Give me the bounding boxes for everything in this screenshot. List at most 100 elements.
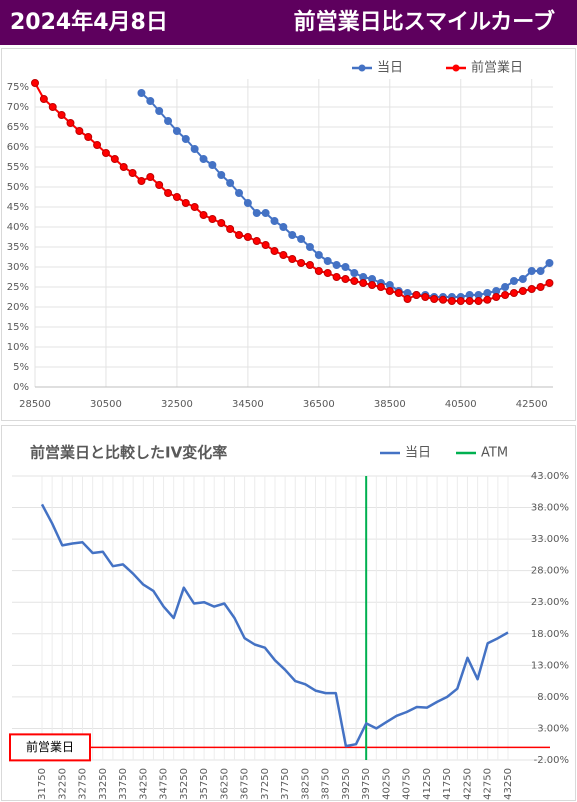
y-tick-label: 23.00% (531, 597, 569, 608)
point (172, 127, 181, 135)
x-tick-label: 42750 (483, 768, 494, 800)
point (190, 145, 199, 153)
y-tick-label: 70% (7, 102, 29, 113)
x-tick-label: 40500 (445, 399, 477, 410)
y-tick-label: 40% (7, 222, 29, 233)
y-tick-label: 75% (7, 82, 29, 93)
x-tick-label: 34500 (232, 399, 264, 410)
point (297, 259, 306, 267)
y-tick-label: 3.00% (537, 723, 569, 734)
point (545, 259, 554, 267)
x-tick-label: 39250 (341, 768, 352, 800)
point (456, 297, 465, 305)
x-tick-label: 32750 (78, 768, 89, 800)
point (208, 215, 217, 223)
header-title: 前営業日比スマイルカーブ (294, 9, 555, 35)
y-tick-label: 30% (7, 262, 29, 273)
point (48, 103, 57, 111)
point (359, 279, 368, 287)
point (536, 267, 545, 275)
x-tick-label: 37250 (260, 768, 271, 800)
y-tick-label: 10% (7, 342, 29, 353)
point (430, 295, 439, 303)
y-tick-label: 33.00% (531, 534, 569, 545)
point (66, 119, 75, 127)
y-tick-label: 50% (7, 182, 29, 193)
point (447, 297, 456, 305)
x-tick-label: 32500 (161, 399, 193, 410)
x-tick-label: 42500 (516, 399, 548, 410)
x-tick-label: 40250 (381, 768, 392, 800)
x-tick-label: 39750 (361, 768, 372, 800)
point (376, 283, 385, 291)
y-tick-label: 35% (7, 242, 29, 253)
point (199, 211, 208, 219)
x-tick-label: 34750 (159, 768, 170, 800)
x-tick-label: 38500 (374, 399, 406, 410)
point (199, 155, 208, 163)
point (155, 107, 164, 115)
point (545, 279, 554, 287)
point (31, 79, 39, 87)
y-tick-label: 0% (13, 382, 29, 393)
point (84, 133, 93, 141)
point (314, 251, 323, 259)
point (323, 257, 332, 265)
legend-marker (358, 64, 366, 72)
x-tick-label: 33250 (98, 768, 109, 800)
x-tick-label: 33750 (118, 768, 129, 800)
point (261, 241, 270, 249)
chart-title: 前営業日と比較したIV変化率 (30, 444, 227, 462)
x-tick-label: 41750 (442, 768, 453, 800)
y-tick-label: 28.00% (531, 566, 569, 577)
point (243, 199, 252, 207)
point (226, 225, 235, 233)
point (93, 141, 102, 149)
reference-label-box (9, 733, 91, 762)
x-tick-label: 40750 (402, 768, 413, 800)
legend-label: 当日 (405, 446, 431, 461)
point (305, 261, 314, 269)
point (270, 217, 279, 225)
point (368, 281, 377, 289)
point (483, 289, 492, 297)
y-tick-label: 55% (7, 162, 29, 173)
point (217, 171, 226, 179)
point (509, 289, 518, 297)
point (217, 219, 226, 227)
point (341, 275, 350, 283)
point (314, 267, 323, 275)
x-tick-label: 38250 (300, 768, 311, 800)
x-tick-label: 42250 (462, 768, 473, 800)
point (146, 97, 155, 105)
y-tick-label: 15% (7, 322, 29, 333)
point (501, 283, 510, 291)
point (518, 275, 527, 283)
y-tick-label: -2.00% (534, 755, 569, 766)
y-tick-label: 5% (13, 362, 29, 373)
point (235, 231, 244, 239)
point (403, 295, 412, 303)
point (394, 289, 403, 297)
point (527, 267, 536, 275)
point (243, 233, 252, 241)
point (119, 163, 128, 171)
x-tick-label: 31750 (37, 768, 48, 800)
point (235, 189, 244, 197)
y-tick-label: 65% (7, 122, 29, 133)
x-tick-label: 36750 (240, 768, 251, 800)
point (288, 231, 297, 239)
point (279, 223, 288, 231)
point (261, 209, 270, 217)
point (474, 297, 483, 305)
point (57, 111, 66, 119)
point (208, 161, 217, 169)
point (297, 235, 306, 243)
point (536, 283, 545, 291)
point (252, 209, 261, 217)
point (288, 255, 297, 263)
point (305, 243, 314, 251)
x-tick-label: 28500 (19, 399, 51, 410)
point (385, 287, 394, 295)
